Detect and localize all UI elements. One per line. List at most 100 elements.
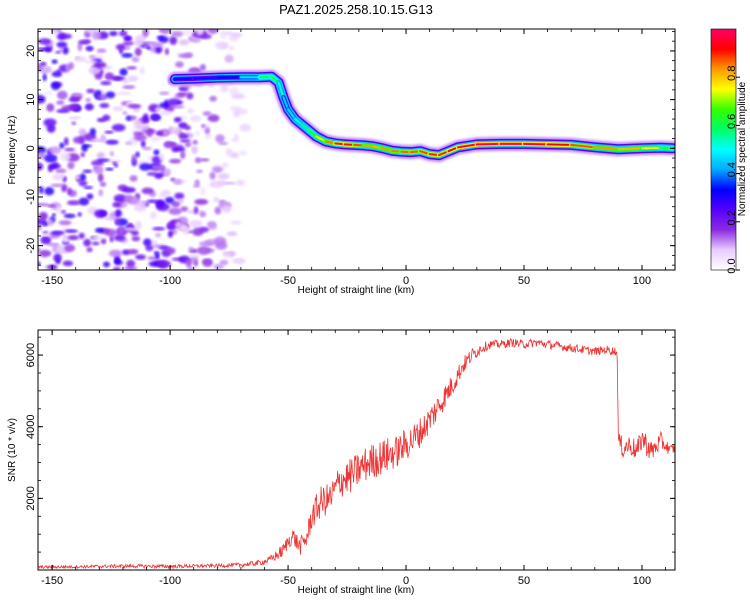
noise-blob — [193, 260, 199, 267]
noise-blob — [38, 162, 44, 171]
noise-blob — [230, 220, 242, 225]
noise-blob — [141, 187, 154, 195]
noise-blob — [158, 91, 170, 96]
noise-blob — [128, 222, 133, 228]
noise-blob — [207, 29, 219, 34]
noise-blob — [212, 166, 223, 173]
noise-blob — [219, 259, 229, 266]
noise-blob — [143, 238, 152, 247]
snr-x-ticks: -150 -100 -50 0 50 100 — [41, 330, 666, 587]
colorbar-frame — [710, 28, 737, 271]
noise-blob — [38, 247, 41, 252]
noise-blob — [135, 151, 140, 158]
noise-blob — [108, 249, 123, 258]
noise-blob — [178, 87, 188, 91]
colorbar-tick-label: 0.6 — [726, 114, 738, 129]
colorbar-ticks: 0.00.20.40.60.8 — [710, 28, 740, 274]
noise-blob — [196, 29, 204, 36]
noise-blob — [41, 48, 52, 52]
noise-blob — [47, 218, 54, 227]
noise-blob — [94, 61, 107, 68]
noise-blob — [173, 178, 182, 185]
noise-blob — [233, 133, 239, 143]
noise-blob — [64, 229, 78, 233]
noise-blob — [146, 46, 151, 50]
noise-blob — [47, 242, 60, 247]
noise-blob — [51, 59, 58, 64]
noise-blob — [221, 205, 232, 213]
noise-blob — [109, 30, 118, 37]
x-tick-label: -150 — [41, 575, 63, 587]
noise-blob — [77, 42, 83, 52]
noise-blob — [146, 128, 156, 134]
noise-blob — [81, 143, 88, 152]
noise-blob — [42, 73, 47, 82]
noise-blob — [78, 197, 90, 206]
noise-blob — [175, 61, 184, 68]
noise-blob — [129, 175, 138, 182]
noise-blob — [96, 152, 105, 160]
noise-blob — [102, 114, 111, 122]
x-tick-label: 0 — [403, 275, 409, 287]
noise-blob — [199, 158, 210, 162]
noise-blob — [66, 200, 81, 206]
noise-blob — [124, 227, 138, 231]
noise-blob — [38, 203, 49, 207]
noise-blob — [204, 127, 210, 135]
noise-blob — [135, 254, 146, 260]
noise-blob — [209, 171, 216, 180]
noise-blob — [239, 123, 251, 132]
noise-blob — [175, 221, 182, 228]
noise-blob — [58, 220, 72, 226]
noise-blob — [154, 106, 162, 113]
noise-blob — [55, 205, 62, 215]
noise-blob — [127, 249, 139, 255]
x-tick-label: 100 — [633, 275, 651, 287]
noise-blob — [155, 199, 165, 209]
noise-blob — [196, 169, 203, 174]
noise-blob — [224, 54, 234, 63]
noise-blob — [108, 159, 122, 164]
noise-blob — [47, 264, 58, 270]
noise-blob — [97, 173, 104, 183]
noise-blob — [114, 218, 121, 226]
noise-blob — [98, 189, 104, 197]
noise-blob — [131, 56, 140, 63]
noise-blob — [44, 91, 53, 95]
noise-blob — [62, 260, 74, 267]
noise-blob — [115, 257, 120, 264]
noise-blob — [94, 209, 107, 218]
y-tick-label: 6000 — [25, 343, 37, 367]
noise-blob — [67, 187, 72, 195]
noise-blob — [103, 217, 115, 221]
noise-blob — [55, 50, 62, 54]
noise-blob — [68, 62, 74, 70]
noise-blob — [51, 213, 56, 217]
noise-blob — [207, 114, 220, 123]
noise-blob — [78, 180, 88, 187]
spectrogram-noise-layer — [38, 29, 251, 270]
noise-blob — [220, 84, 229, 93]
noise-blob — [218, 141, 229, 146]
ridge-core-segment — [617, 147, 643, 151]
ridge-core-segment — [456, 143, 478, 149]
ridge-core-segment — [277, 81, 285, 99]
noise-blob — [172, 146, 186, 152]
noise-blob — [67, 235, 79, 241]
noise-blob — [50, 183, 64, 188]
noise-blob — [40, 235, 52, 245]
noise-blob — [142, 29, 149, 38]
noise-blob — [115, 43, 126, 51]
colorbar-bar — [711, 29, 736, 270]
noise-blob — [217, 173, 230, 180]
noise-blob — [176, 91, 188, 97]
colorbar: 0.00.20.40.60.8 Normalized spectral ampl… — [710, 28, 748, 274]
colorbar-label: Normalized spectral amplitude — [737, 81, 748, 216]
noise-blob — [206, 221, 217, 228]
noise-blob — [56, 109, 70, 114]
snr-series-line — [38, 337, 675, 570]
noise-blob — [126, 66, 137, 70]
noise-blob — [113, 194, 128, 203]
noise-blob — [131, 236, 141, 242]
noise-blob — [109, 151, 114, 157]
